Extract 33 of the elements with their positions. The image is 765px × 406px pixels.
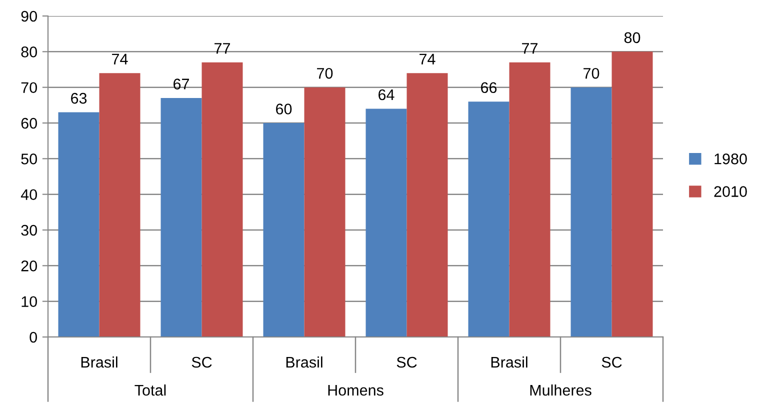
y-tick-label: 80 [21, 46, 37, 58]
y-tick-label: 90 [21, 10, 37, 22]
x-tick-label: Brasil [81, 356, 118, 368]
y-tick-label: 30 [21, 224, 37, 236]
text: Total [134, 384, 166, 396]
data-label: 70 [317, 68, 333, 79]
x-tick-label: Brasil [286, 356, 322, 368]
data-label: 74 [112, 54, 128, 64]
data-label: 77 [214, 43, 230, 54]
y-tick-label: 60 [21, 118, 37, 129]
y-tick-label: 50 [21, 154, 37, 164]
y-tick-label: 10 [22, 296, 37, 308]
x-tick-label: SC [396, 356, 417, 368]
data-label: 64 [378, 89, 394, 100]
legend-label: 1980 [714, 153, 747, 164]
data-label: 80 [624, 32, 640, 44]
x-tick-label: Brasil [491, 356, 528, 368]
data-label: 60 [276, 104, 292, 114]
y-tick-label: 20 [21, 260, 37, 272]
y-tick-label: 0 [30, 332, 37, 343]
x-tick-label: SC [602, 356, 622, 368]
y-tick-label: 40 [20, 189, 37, 200]
text: Mulheres [530, 384, 592, 396]
data-label: 66 [481, 82, 497, 94]
data-label: 70 [584, 68, 600, 79]
data-label: 67 [174, 78, 189, 90]
data-label: 74 [420, 54, 436, 64]
x-tick-label: SC [192, 356, 212, 368]
data-label: 77 [522, 43, 538, 54]
data-label: 63 [71, 92, 87, 104]
legend-label: 2010 [714, 186, 747, 197]
text: Homens [328, 385, 384, 396]
y-tick-label: 70 [21, 82, 37, 94]
